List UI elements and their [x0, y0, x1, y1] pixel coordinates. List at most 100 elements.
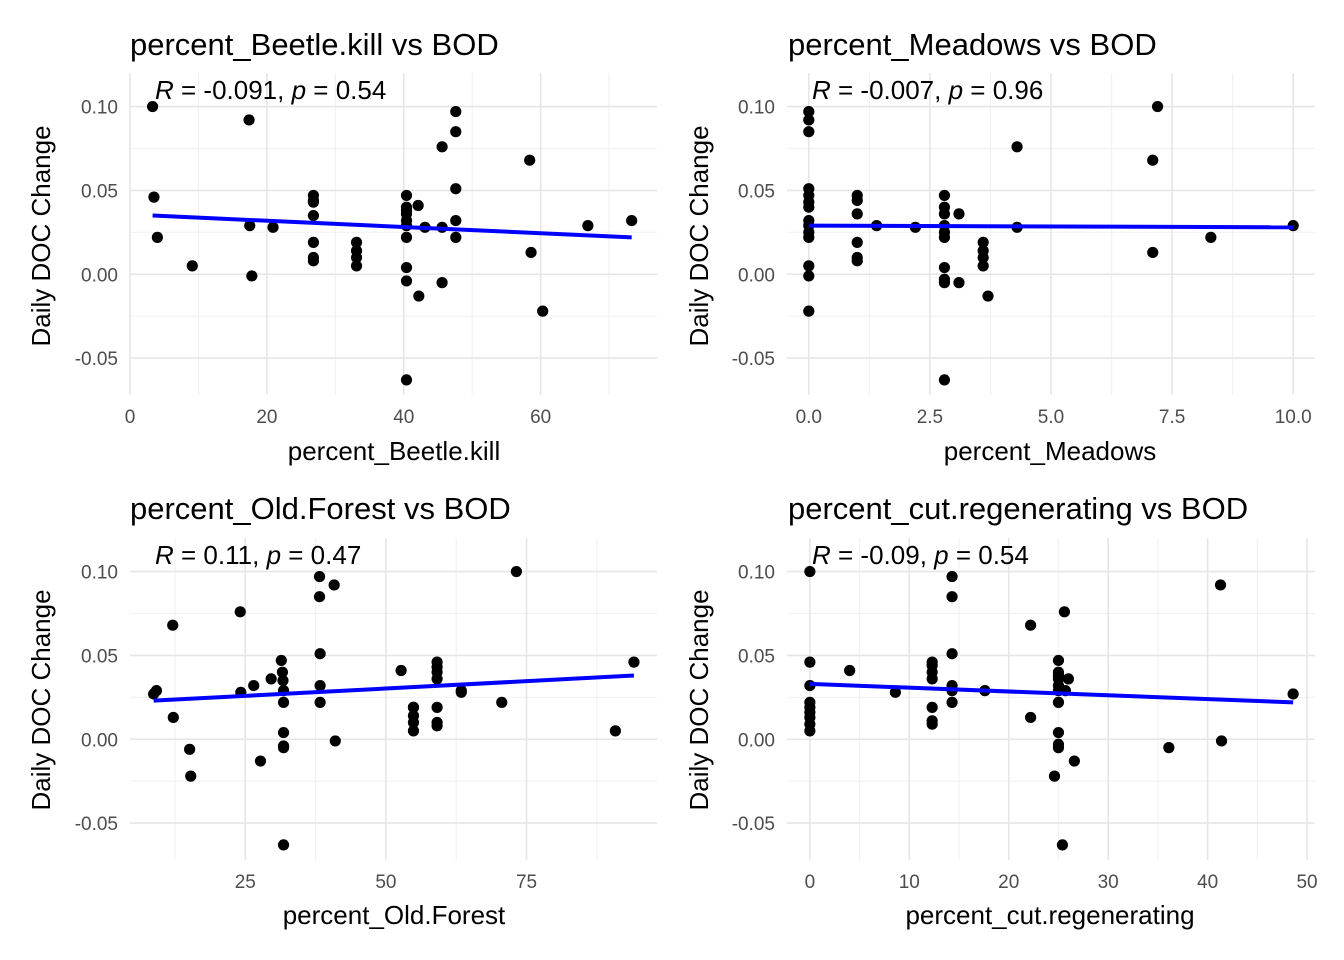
y-tick-label: 0.05 [81, 181, 118, 202]
data-point [1052, 669, 1065, 682]
data-point [151, 231, 163, 243]
data-point [1052, 726, 1065, 739]
correlation-annotation: R = -0.007, p = 0.96 [812, 75, 1043, 105]
data-point [431, 701, 443, 713]
trend-layer [153, 673, 635, 703]
data-point [400, 231, 413, 243]
data-point [350, 251, 363, 264]
panel-title: percent_Old.Forest vs BOD [130, 491, 511, 526]
y-tick-label: -0.05 [732, 814, 775, 835]
x-tick-label: 10.0 [1275, 407, 1312, 428]
data-point [400, 204, 413, 217]
y-axis-label: Daily DOC Change [26, 125, 56, 346]
y-tick-label: 0.10 [738, 98, 775, 119]
y-tick-label: 0.00 [81, 730, 118, 751]
data-point [496, 696, 508, 708]
panel-beetle-kill: percent_Beetle.kill vs BOD R = -0.091, p… [26, 27, 657, 466]
data-point [455, 686, 467, 698]
data-point [146, 100, 159, 113]
data-point [844, 664, 856, 677]
data-point [1205, 231, 1217, 243]
data-points [804, 565, 1299, 851]
x-tick-label: 40 [1197, 872, 1218, 893]
data-point [525, 246, 537, 259]
data-point [977, 251, 989, 264]
x-tick-labels: 25 50 75 [235, 872, 537, 893]
data-point [803, 305, 815, 317]
data-point [407, 716, 420, 729]
data-point [313, 570, 326, 583]
data-point [328, 579, 340, 591]
data-point [1215, 735, 1228, 747]
data-point [510, 565, 522, 578]
panel-title: percent_Beetle.kill vs BOD [130, 27, 499, 62]
data-point [926, 718, 938, 730]
x-tick-label: 0.0 [796, 407, 822, 428]
x-tick-label: 75 [516, 872, 537, 893]
trend-line [808, 223, 1294, 230]
data-point [1025, 711, 1037, 724]
x-tick-label: 20 [256, 407, 277, 428]
data-point [582, 220, 594, 232]
data-point [1214, 579, 1227, 591]
gridlines [130, 538, 657, 860]
data-point [436, 141, 448, 153]
data-point [946, 570, 958, 583]
data-point [431, 720, 443, 732]
y-tick-labels: -0.05 0.00 0.05 0.10 [75, 98, 118, 371]
data-point [400, 374, 413, 386]
data-point [946, 696, 958, 708]
r-value: -0.007 [860, 75, 934, 105]
data-point [307, 255, 320, 267]
x-tick-label: 40 [393, 407, 414, 428]
data-point [804, 725, 816, 737]
data-point [803, 270, 815, 282]
y-tick-label: 0.00 [81, 265, 118, 286]
x-axis-label: percent_Old.Forest [283, 900, 506, 930]
data-point [267, 221, 279, 233]
data-point [1163, 742, 1175, 754]
data-point [450, 231, 462, 243]
r-value: -0.091 [203, 75, 277, 105]
data-point [307, 194, 320, 207]
y-tick-label: -0.05 [75, 814, 118, 835]
data-point [254, 755, 267, 767]
data-point [450, 105, 462, 118]
data-point [277, 674, 289, 687]
data-point [244, 220, 256, 232]
x-tick-label: 0 [125, 407, 136, 428]
data-point [803, 126, 815, 138]
data-point [314, 679, 326, 692]
data-point [1147, 154, 1159, 166]
data-point [186, 260, 198, 272]
trend-layer [808, 223, 1294, 230]
gridlines [787, 538, 1315, 860]
data-point [609, 725, 621, 737]
data-point [1025, 619, 1037, 631]
data-point [803, 201, 815, 213]
data-point [628, 656, 640, 668]
y-tick-label: -0.05 [732, 349, 775, 370]
y-tick-label: 0.05 [738, 181, 775, 202]
data-point [150, 685, 163, 697]
x-tick-label: 20 [998, 872, 1019, 893]
data-point [1151, 100, 1164, 113]
data-point [938, 261, 951, 274]
data-point [313, 591, 326, 603]
data-point [314, 696, 326, 708]
data-point [277, 742, 290, 754]
y-tick-label: 0.10 [81, 563, 118, 584]
trend-line [809, 681, 1294, 705]
correlation-annotation: R = 0.11, p = 0.47 [155, 540, 361, 570]
y-tick-label: -0.05 [75, 349, 118, 370]
y-tick-label: 0.10 [81, 98, 118, 119]
data-point [450, 183, 462, 195]
data-point [350, 260, 363, 272]
data-point [1287, 688, 1299, 700]
data-point [926, 701, 938, 713]
data-point [431, 673, 443, 685]
data-point [938, 208, 951, 220]
data-point [938, 277, 951, 289]
data-point [938, 231, 951, 243]
